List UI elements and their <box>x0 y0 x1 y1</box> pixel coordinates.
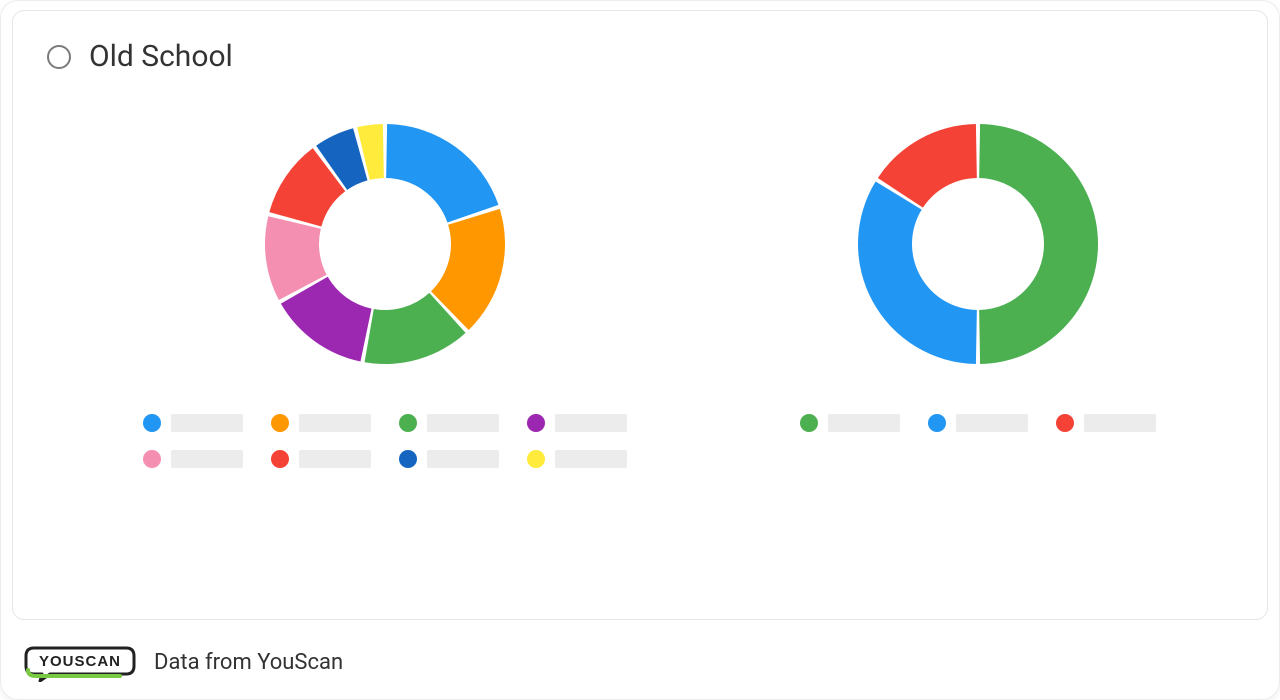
legend-label-placeholder <box>299 414 371 432</box>
donut-segment <box>858 181 977 364</box>
legend-item <box>527 450 627 468</box>
legend-dot <box>143 414 161 432</box>
legend-dot <box>800 414 818 432</box>
charts-row <box>47 114 1233 468</box>
legend-label-placeholder <box>171 414 243 432</box>
legend-label-placeholder <box>171 450 243 468</box>
donut-segment <box>386 124 498 222</box>
svg-text:YOUSCAN: YOUSCAN <box>39 653 121 670</box>
legend-item <box>527 414 627 432</box>
chart-left-column <box>125 114 645 468</box>
legend-item <box>928 414 1028 432</box>
donut-chart-right <box>848 114 1108 374</box>
footer: YOUSCAN Data from YouScan <box>20 642 343 682</box>
legend-dot <box>1056 414 1074 432</box>
legend-item <box>800 414 900 432</box>
legend-label-placeholder <box>427 414 499 432</box>
legend-label-placeholder <box>555 450 627 468</box>
legend-item <box>271 414 371 432</box>
legend-dot <box>399 450 417 468</box>
legend-label-placeholder <box>427 450 499 468</box>
attribution-text: Data from YouScan <box>154 650 343 675</box>
card-title: Old School <box>89 39 233 74</box>
theme-card-old-school: Old School <box>12 10 1268 620</box>
legend-item <box>143 414 243 432</box>
radio-old-school[interactable] <box>47 45 71 69</box>
youscan-logo: YOUSCAN <box>20 642 140 682</box>
legend-item <box>399 450 499 468</box>
legend-dot <box>399 414 417 432</box>
donut-segment <box>979 124 1098 364</box>
card-header: Old School <box>47 39 1233 74</box>
legend-dot <box>271 450 289 468</box>
legend-item <box>1056 414 1156 432</box>
legend-dot <box>928 414 946 432</box>
legend-item <box>399 414 499 432</box>
legend-dot <box>527 450 545 468</box>
donut-chart-left <box>255 114 515 374</box>
legend-label-placeholder <box>1084 414 1156 432</box>
legend-left <box>125 414 645 468</box>
legend-label-placeholder <box>828 414 900 432</box>
legend-label-placeholder <box>555 414 627 432</box>
chart-right-column <box>800 114 1156 432</box>
legend-item <box>271 450 371 468</box>
legend-item <box>143 450 243 468</box>
outer-panel: Old School YOUSCAN Data from YouScan <box>0 0 1280 700</box>
legend-label-placeholder <box>956 414 1028 432</box>
legend-right <box>800 414 1156 432</box>
legend-label-placeholder <box>299 450 371 468</box>
legend-dot <box>527 414 545 432</box>
legend-dot <box>271 414 289 432</box>
legend-dot <box>143 450 161 468</box>
